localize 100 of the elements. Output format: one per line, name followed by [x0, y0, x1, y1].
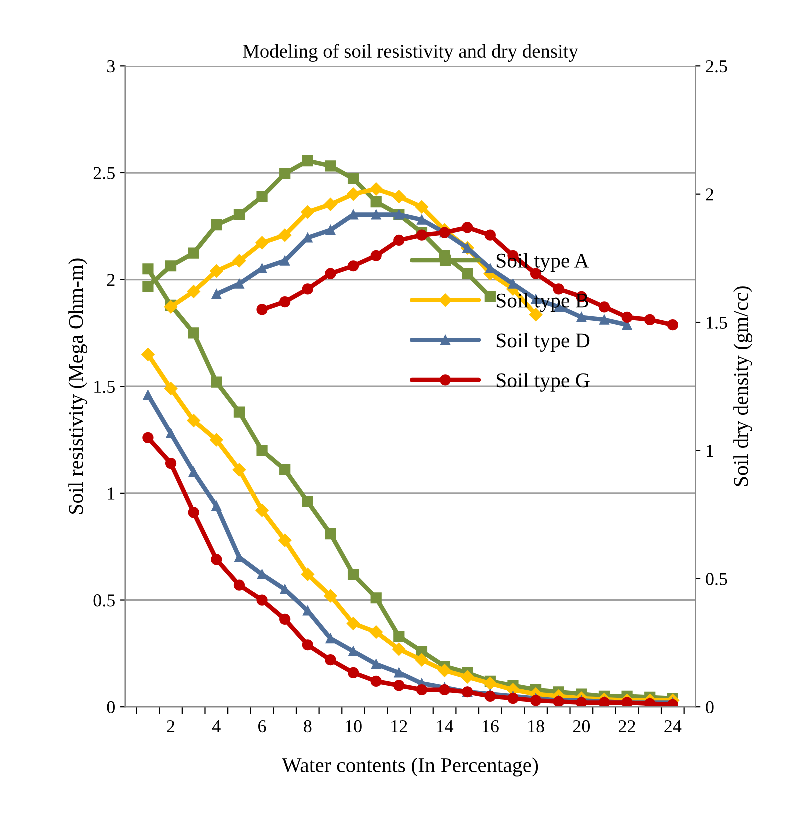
point: [667, 320, 678, 331]
point: [370, 626, 383, 639]
point: [302, 155, 314, 167]
point: [278, 228, 292, 242]
y2-tick-label: 1: [707, 445, 714, 457]
y-tick-label: 0.5: [94, 594, 115, 607]
point: [370, 182, 383, 196]
point: [371, 659, 382, 670]
point: [438, 664, 452, 678]
point: [142, 348, 155, 362]
y-tick-label: 2.5: [94, 167, 115, 180]
point: [278, 534, 292, 548]
point: [212, 289, 222, 300]
y-tick-label: 1.5: [94, 380, 115, 394]
point: [508, 692, 519, 704]
point: [324, 198, 338, 212]
point: [598, 302, 610, 313]
point: [394, 668, 404, 678]
legend-label: Soil type G: [496, 372, 590, 392]
point: [302, 640, 314, 651]
point: [326, 634, 336, 644]
point: [234, 580, 246, 591]
point: [142, 281, 154, 292]
point: [370, 592, 382, 604]
point: [280, 614, 291, 626]
point: [394, 680, 405, 692]
y2-tick-label: 0.5: [706, 573, 728, 586]
point: [256, 504, 269, 518]
point: [280, 464, 291, 476]
point: [142, 432, 154, 444]
point: [187, 285, 200, 298]
point: [165, 260, 177, 272]
y2-tick-label: 1.5: [707, 316, 728, 330]
point: [212, 501, 222, 512]
point: [644, 314, 656, 326]
y2-tick-label: 2: [706, 188, 714, 201]
point: [416, 684, 428, 696]
point: [415, 653, 429, 667]
point: [325, 654, 336, 666]
x-tick-label: 16: [482, 720, 499, 733]
point: [188, 328, 200, 339]
point: [211, 220, 222, 231]
point: [484, 676, 498, 690]
point: [484, 690, 496, 702]
point: [348, 646, 358, 656]
point: [600, 315, 610, 325]
point: [326, 225, 336, 236]
point: [166, 428, 176, 438]
x-tick-label: 4: [212, 720, 221, 732]
x-tick-label: 22: [619, 720, 636, 732]
point: [143, 390, 154, 400]
point: [484, 291, 496, 302]
x-tick-label: 12: [392, 720, 408, 732]
point: [415, 200, 429, 214]
point: [210, 264, 224, 278]
point: [461, 670, 474, 684]
point: [370, 196, 382, 208]
point: [348, 210, 358, 220]
point: [392, 642, 406, 656]
point: [417, 215, 427, 225]
point: [232, 463, 246, 477]
y-tick-label: 1: [108, 488, 115, 500]
point: [256, 191, 268, 202]
point: [302, 284, 314, 295]
y-tick-label: 3: [108, 60, 115, 73]
point: [348, 173, 360, 185]
x-tick-label: 8: [304, 720, 312, 733]
x-tick-label: 24: [664, 720, 682, 732]
point: [188, 507, 200, 518]
point: [280, 296, 291, 308]
point: [256, 594, 268, 606]
y2-tick-label: 2.5: [706, 60, 728, 73]
point: [439, 684, 450, 696]
point: [553, 284, 564, 295]
point: [234, 209, 246, 220]
x-tick-label: 10: [346, 720, 362, 733]
x-tick-label: 2: [167, 720, 175, 732]
chart-title: Modeling of soil resistivity and dry density: [243, 44, 578, 62]
point: [622, 312, 633, 323]
point: [211, 376, 222, 388]
y2-axis-title: Soil dry density (gm/cc): [734, 286, 753, 486]
y-axis-title: Soil resistivity (Mega Ohm-m): [68, 258, 88, 514]
point: [234, 279, 244, 289]
point: [348, 667, 360, 678]
point: [256, 445, 268, 456]
point: [232, 254, 246, 268]
point: [188, 467, 199, 477]
point: [394, 234, 405, 246]
point: [301, 568, 314, 582]
point: [302, 496, 314, 508]
point: [325, 528, 336, 540]
point: [234, 406, 246, 418]
point: [416, 230, 428, 241]
point: [346, 617, 360, 630]
point: [325, 268, 336, 280]
point: [462, 268, 474, 280]
point: [301, 206, 314, 219]
point: [164, 300, 178, 314]
point: [256, 236, 269, 250]
point: [370, 676, 382, 688]
